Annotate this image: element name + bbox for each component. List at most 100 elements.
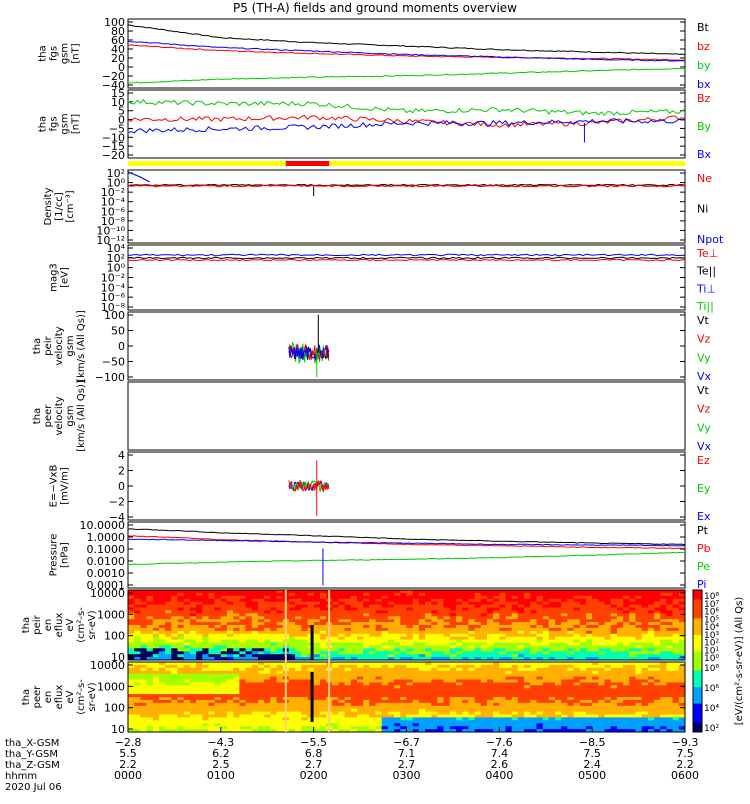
peer-spec-cell bbox=[183, 667, 191, 672]
peer-spec-cell bbox=[158, 723, 166, 727]
peir-spec-cell bbox=[418, 601, 426, 606]
peir-spec-cell bbox=[394, 607, 401, 611]
peer-spec-cell bbox=[165, 664, 172, 669]
peir-spec-cell bbox=[579, 595, 587, 600]
peir-spec-cell bbox=[493, 639, 500, 643]
peer-spec-cell bbox=[660, 717, 667, 721]
peir-spec-cell bbox=[462, 639, 469, 643]
peir-spec-cell bbox=[499, 642, 506, 646]
peer-spec-cell bbox=[418, 667, 426, 672]
peir-spec-cell bbox=[400, 610, 407, 614]
peir-spec-cell bbox=[189, 639, 197, 643]
peir-spec-cell bbox=[660, 627, 667, 632]
peir-spec-cell bbox=[307, 601, 315, 606]
peer-spec-cell bbox=[313, 670, 321, 675]
peir-spec-cell bbox=[573, 619, 581, 623]
peir-spec-cell bbox=[140, 601, 148, 606]
peer-spec-cell bbox=[251, 723, 259, 727]
peir-spec-cell bbox=[579, 607, 587, 611]
peir-spec-cell bbox=[449, 645, 457, 649]
peer-spec-cell bbox=[660, 729, 667, 733]
peer-spec-cell bbox=[301, 682, 308, 686]
peer-spec-cell bbox=[480, 688, 488, 692]
peir-spec-cell bbox=[208, 657, 216, 661]
peir-spec-cell bbox=[158, 642, 166, 646]
peer-spec-cell bbox=[468, 702, 476, 707]
peir-spec-cell bbox=[158, 630, 166, 635]
peer-spec-cell bbox=[678, 679, 686, 683]
peer-spec-cell bbox=[505, 729, 513, 733]
peir-spec-cell bbox=[431, 604, 438, 608]
peir-spec-cell bbox=[245, 657, 253, 661]
peer-spec-cell bbox=[202, 711, 209, 715]
peir-spec-cell bbox=[363, 625, 370, 629]
peer-spec-cell bbox=[505, 726, 513, 730]
peer-spec-cell bbox=[542, 688, 550, 692]
peir-spec-cell bbox=[394, 636, 401, 641]
peir-spec-cell bbox=[128, 592, 135, 597]
peer-spec-cell bbox=[425, 694, 432, 698]
peir-spec-cell bbox=[647, 610, 655, 614]
peir-spec-cell bbox=[146, 604, 154, 608]
peer-spec-cell bbox=[555, 673, 562, 678]
peer-spec-cell bbox=[270, 664, 277, 669]
peer-spec-cell bbox=[239, 717, 247, 721]
peir-spec-cell bbox=[462, 642, 469, 646]
peer-spec-cell bbox=[233, 723, 240, 727]
peer-spec-cell bbox=[406, 723, 414, 727]
peer-spec-cell bbox=[555, 662, 562, 666]
peer-spec-cell bbox=[171, 702, 178, 707]
peir-spec-cell bbox=[567, 645, 575, 649]
peer-spec-cell bbox=[183, 682, 191, 686]
peir-spec-cell bbox=[530, 604, 537, 608]
peir-spec-cell bbox=[258, 642, 265, 646]
peir-spec-cell bbox=[561, 636, 568, 641]
peir-spec-cell bbox=[412, 592, 420, 597]
peer-spec-cell bbox=[258, 729, 265, 733]
peir-spec-cell bbox=[208, 592, 216, 597]
peir-spec-cell bbox=[394, 642, 401, 646]
peer-spec-cell bbox=[511, 667, 519, 672]
peer-spec-cell bbox=[555, 679, 562, 683]
peer-spec-cell bbox=[171, 691, 178, 695]
peir-spec-cell bbox=[610, 636, 618, 641]
fgs-dsl-ytick-label: −10 bbox=[102, 131, 125, 144]
peir-spec-cell bbox=[288, 630, 296, 635]
peer-spec-cell bbox=[406, 667, 414, 672]
peer-spec-cell bbox=[456, 676, 463, 680]
peir-spec-cell bbox=[171, 636, 178, 641]
peir-spec-cell bbox=[586, 645, 593, 649]
peer-spec-cell bbox=[264, 679, 271, 683]
peer-spec-cell bbox=[183, 679, 191, 683]
peir-spec-cell bbox=[208, 639, 216, 643]
peer-spec-cell bbox=[524, 685, 531, 689]
peir-spec-cell bbox=[567, 642, 575, 646]
peer-spec-cell bbox=[666, 682, 674, 686]
peer-spec-cell bbox=[400, 723, 407, 727]
peer-spec-cell bbox=[678, 697, 686, 701]
peer-spec-cell bbox=[629, 705, 636, 710]
peer-spec-cell bbox=[406, 694, 414, 698]
colorbar-cell bbox=[693, 627, 702, 631]
peer-spec-cell bbox=[233, 714, 240, 718]
peir-spec-cell bbox=[412, 642, 420, 646]
peir-spec-cell bbox=[189, 633, 197, 638]
peer-spec-cell bbox=[456, 720, 463, 724]
peir-spec-cell bbox=[579, 630, 587, 635]
peer-spec-cell bbox=[381, 667, 389, 672]
peer-spec-cell bbox=[288, 717, 296, 721]
peer-spec-cell bbox=[555, 694, 562, 698]
peir-spec-cell bbox=[418, 654, 426, 658]
peer-spec-cell bbox=[456, 729, 463, 733]
peir-spec-cell bbox=[511, 613, 519, 617]
peer-spec-cell bbox=[288, 664, 296, 669]
peir-spec-cell bbox=[202, 592, 209, 597]
peir-spec-cell bbox=[146, 616, 154, 620]
peer-spec-cell bbox=[524, 691, 531, 695]
peer-spec-cell bbox=[499, 705, 506, 710]
peir-spec-ytick-label: 1000 bbox=[97, 608, 125, 621]
peir-spec-cell bbox=[183, 651, 191, 655]
peir-spec-cell bbox=[548, 657, 556, 661]
peer-spec-cell bbox=[338, 714, 346, 718]
peer-velocity-legend-0: Vt bbox=[697, 384, 710, 397]
